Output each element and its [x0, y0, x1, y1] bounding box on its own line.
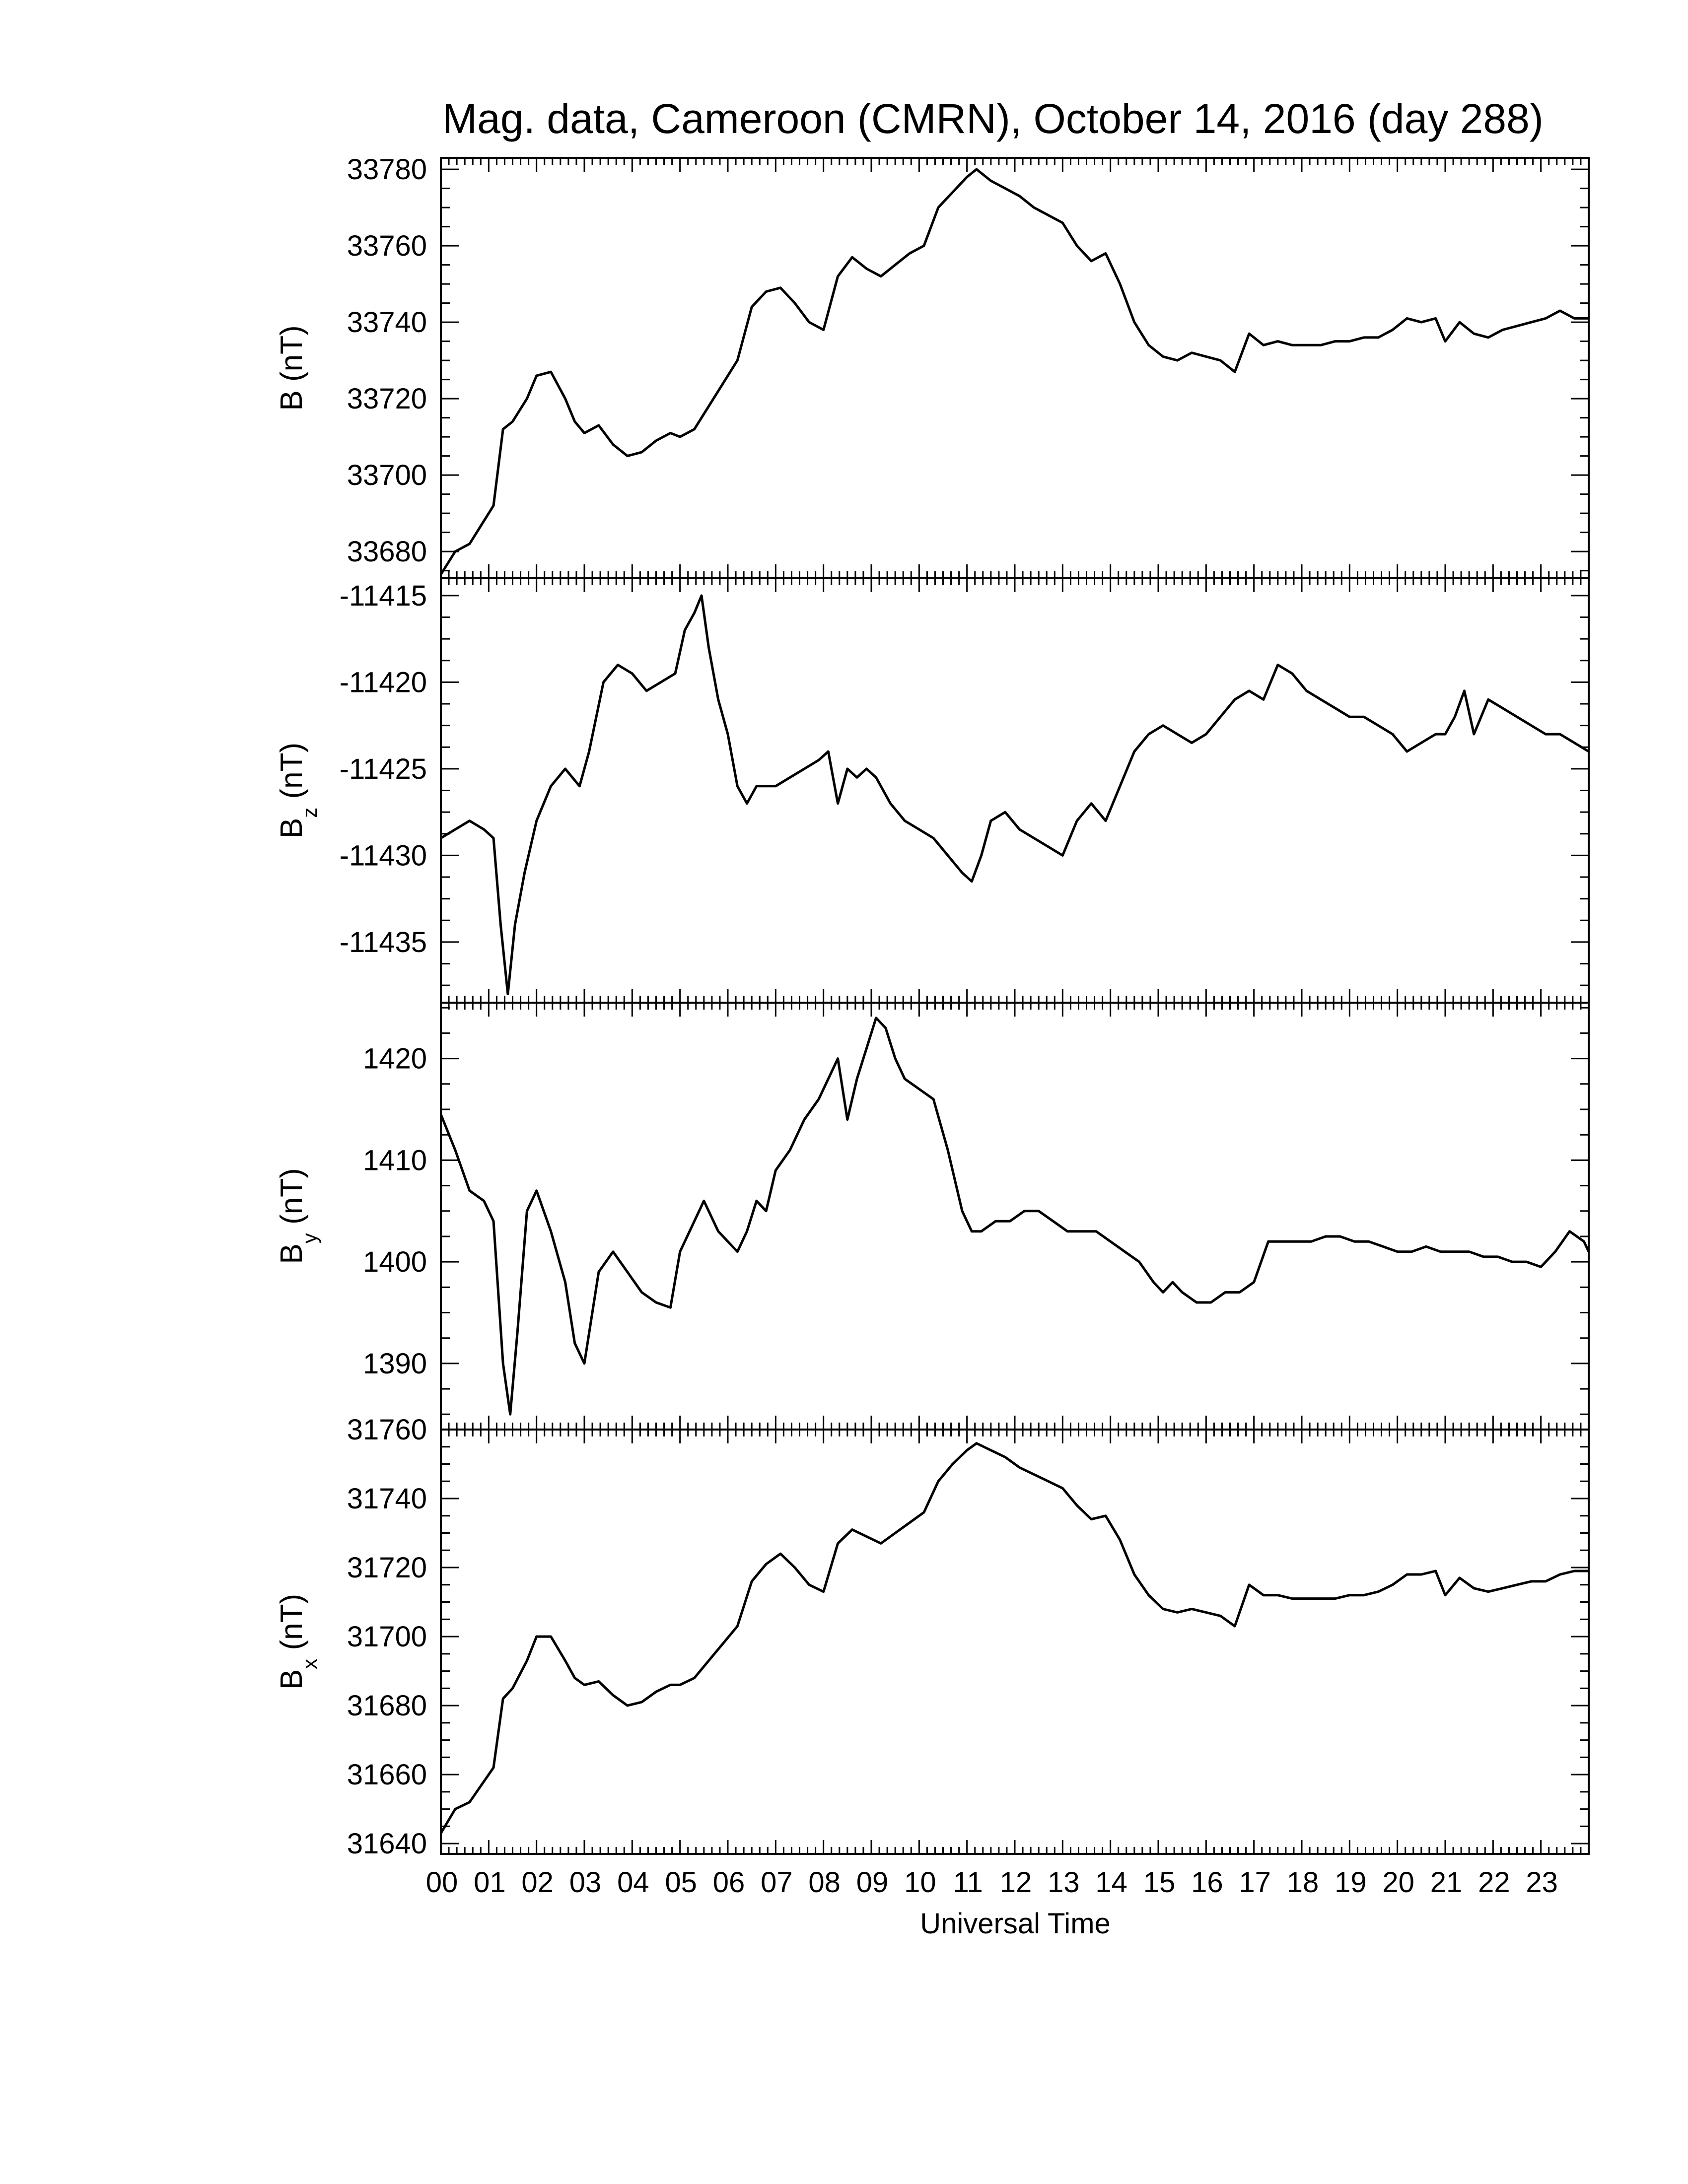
x-axis-tick-labels: 00 01 02 03 04 05 06 07 08 09 10 11 12 13 14 15 16 17 18 19…	[426, 1866, 1558, 1899]
y-axis-label-subscript: y	[298, 1233, 321, 1243]
x-axis-label: Universal Time	[920, 1908, 1111, 1940]
panel-3: 1390 1400 1410 1420 By (nT)	[275, 1002, 1590, 1431]
series-line-panel-4	[439, 1442, 1589, 1834]
y-axis-label-unit: (nT)	[275, 743, 309, 808]
y-axis-label: By (nT)	[275, 1168, 321, 1264]
y-tick-label: -11425	[340, 753, 427, 785]
panel-4: 31640 31660 31680 31700 31720 31740 31760 Bx (n…	[275, 1414, 1590, 1860]
y-tick-label: 33780	[347, 153, 427, 186]
y-axis-label-symbol: B	[275, 390, 309, 410]
panel-2: -11415 -11420 -11425 -11430 -11435 Bz (nT)	[275, 577, 1590, 1004]
y-axis-label-unit: (nT)	[275, 325, 309, 390]
y-tick-label: 31760	[347, 1414, 427, 1446]
x-tick-label: 17	[1239, 1866, 1271, 1899]
x-tick-label: 03	[569, 1866, 602, 1899]
y-axis-label: B (nT)	[275, 325, 309, 410]
y-tick-label: 31740	[347, 1483, 427, 1515]
y-tick-label: -11420	[340, 666, 427, 698]
x-tick-label: 13	[1048, 1866, 1080, 1899]
x-tick-marks	[440, 158, 1590, 578]
y-tick-label: -11415	[340, 580, 427, 612]
y-axis-label: Bz (nT)	[275, 743, 321, 838]
x-tick-marks	[440, 1430, 1590, 1854]
y-tick-label: 31700	[347, 1621, 427, 1653]
y-tick-label: -11430	[340, 839, 427, 872]
y-axis-label-unit: (nT)	[275, 1594, 309, 1659]
y-axis-label: Bx (nT)	[275, 1594, 321, 1690]
series-line-panel-1	[439, 168, 1589, 575]
x-tick-label: 19	[1335, 1866, 1367, 1899]
series-line-panel-3	[439, 1017, 1590, 1416]
y-tick-label: 31640	[347, 1828, 427, 1860]
y-tick-label: 31720	[347, 1552, 427, 1584]
chart-title: Mag. data, Cameroon (CMRN), October 14, …	[442, 95, 1544, 142]
y-tick-label: 33720	[347, 383, 427, 415]
y-axis-label-symbol: B	[275, 1243, 309, 1264]
y-tick-label: 33680	[347, 536, 427, 568]
x-tick-label: 21	[1430, 1866, 1463, 1899]
panel-frame	[440, 577, 1590, 1004]
x-tick-label: 12	[1000, 1866, 1032, 1899]
y-tick-label: 1390	[363, 1348, 427, 1380]
x-tick-label: 18	[1287, 1866, 1319, 1899]
x-tick-label: 16	[1191, 1866, 1223, 1899]
y-tick-label: 33760	[347, 230, 427, 262]
y-axis-label-symbol: B	[275, 818, 309, 838]
y-tick-label: -11435	[340, 926, 427, 958]
x-tick-label: 10	[904, 1866, 936, 1899]
x-tick-marks	[440, 1003, 1590, 1430]
panel-frame	[440, 1002, 1590, 1431]
y-tick-label: 33700	[347, 459, 427, 491]
x-tick-label: 09	[856, 1866, 889, 1899]
x-tick-label: 05	[665, 1866, 697, 1899]
x-tick-label: 00	[426, 1866, 458, 1899]
x-tick-label: 11	[953, 1866, 983, 1899]
panel-frame	[440, 157, 1590, 579]
x-tick-label: 01	[474, 1866, 506, 1899]
y-tick-marks	[441, 1429, 1589, 1844]
x-tick-label: 04	[617, 1866, 649, 1899]
x-tick-label: 08	[808, 1866, 841, 1899]
x-tick-label: 02	[521, 1866, 554, 1899]
series-line-panel-2	[440, 594, 1590, 996]
x-tick-label: 23	[1526, 1866, 1558, 1899]
y-tick-marks	[441, 1007, 1589, 1415]
y-tick-label: 1410	[363, 1144, 427, 1176]
x-tick-label: 14	[1095, 1866, 1127, 1899]
y-tick-label: 1400	[363, 1246, 427, 1278]
y-axis-label-subscript: x	[298, 1659, 321, 1669]
x-tick-label: 22	[1478, 1866, 1510, 1899]
panel-1: 33680 33700 33720 33740 33760 33780 B (nT)	[275, 153, 1590, 579]
panel-frame	[440, 1429, 1590, 1855]
y-tick-label: 31660	[347, 1759, 427, 1791]
x-tick-marks	[440, 578, 1590, 1003]
x-tick-label: 06	[713, 1866, 745, 1899]
x-tick-label: 07	[761, 1866, 793, 1899]
x-tick-label: 20	[1382, 1866, 1414, 1899]
y-tick-label: 31680	[347, 1690, 427, 1722]
x-tick-label: 15	[1143, 1866, 1176, 1899]
y-tick-label: 1420	[363, 1043, 427, 1075]
y-axis-label-unit: (nT)	[275, 1168, 309, 1233]
y-tick-marks	[441, 595, 1589, 986]
y-tick-label: 33740	[347, 306, 427, 339]
y-tick-marks	[441, 168, 1589, 572]
y-axis-label-symbol: B	[275, 1669, 309, 1690]
y-axis-label-subscript: z	[298, 808, 321, 818]
